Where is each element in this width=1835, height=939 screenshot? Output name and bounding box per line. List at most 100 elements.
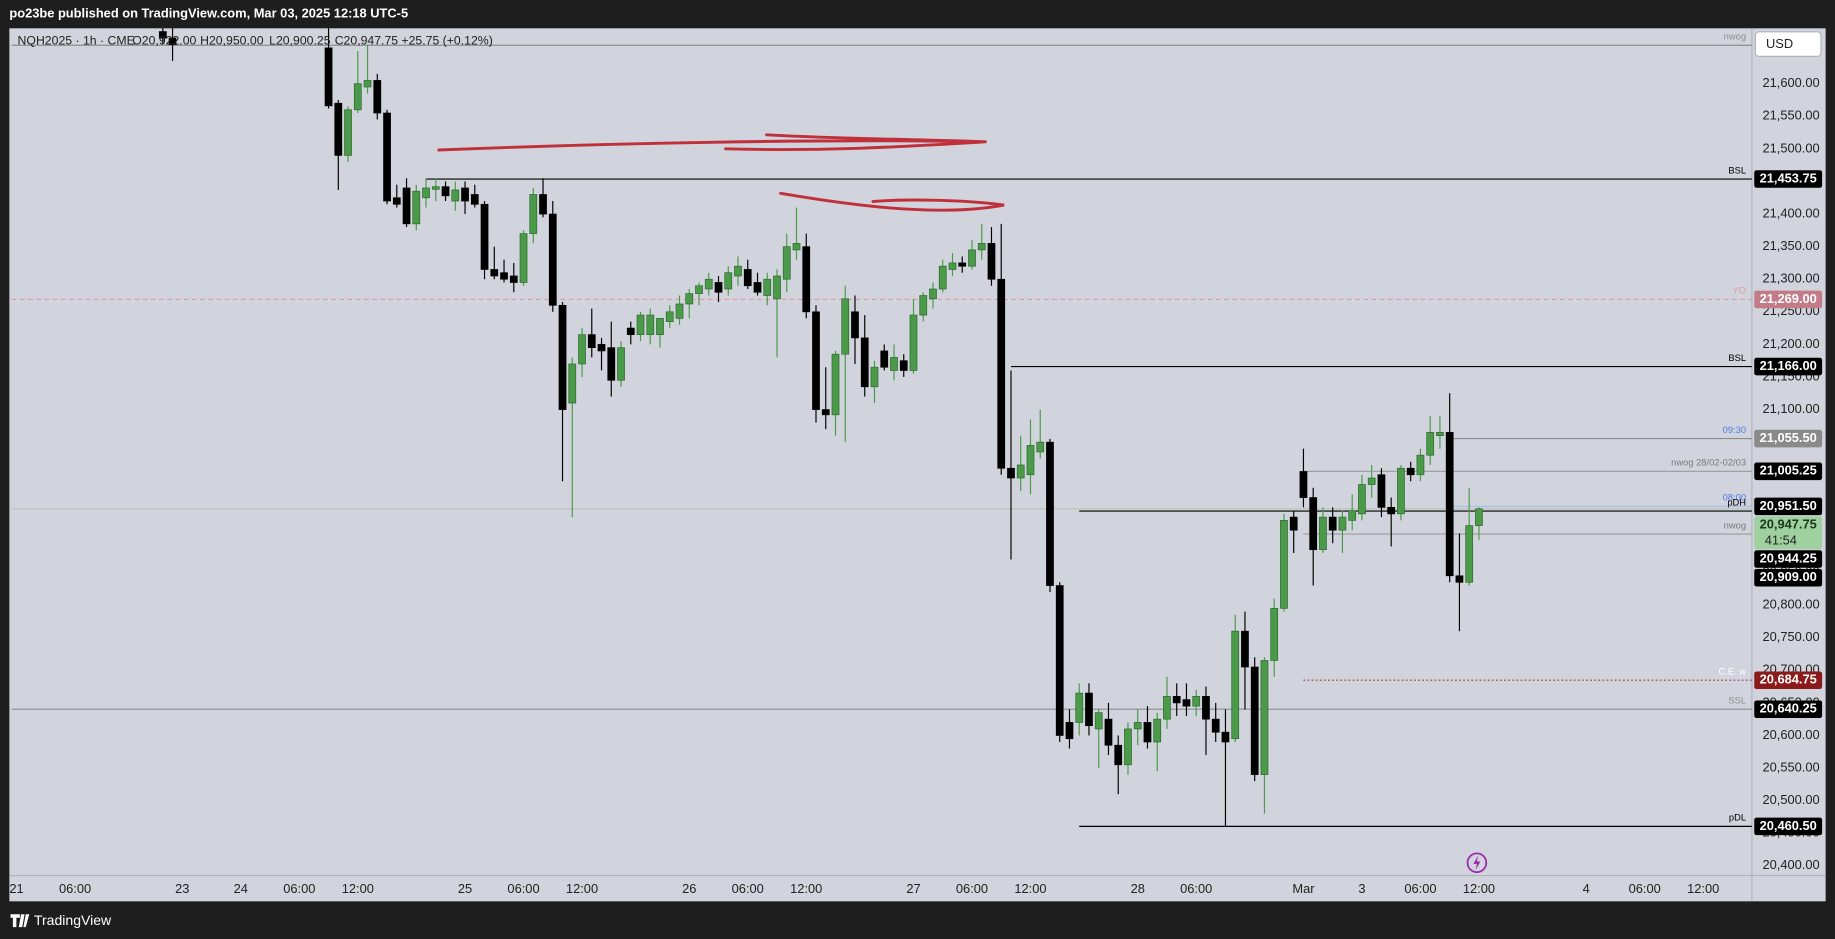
candle-body [802,246,811,313]
candle-body [646,314,655,335]
candle-body [480,203,489,270]
candle-body [1367,477,1376,485]
candle-body [1309,497,1318,551]
candle-body [1104,718,1113,746]
level-name: SSL [1728,696,1746,706]
candle-body [519,233,528,283]
x-tick-label: 27 [906,881,920,896]
symbol: NQH2025 · 1h · CME [18,33,135,47]
publish-header: po23be published on TradingView.com, Mar… [9,6,408,21]
candle-body [324,47,333,107]
candle-body [870,366,879,388]
x-tick-label: 06:00 [1404,881,1436,896]
candle-body [821,409,830,416]
price-badge-label: 20,640.25 [1760,701,1817,716]
candle-body [168,37,177,45]
candle-body [1094,712,1103,730]
x-tick-label: 21 [9,881,23,896]
price-badge [1754,462,1823,481]
candle-body [1289,516,1298,531]
candle-body [773,275,781,300]
candle-body [578,334,586,365]
ohlc-low: L20,900.25 [269,33,331,47]
x-tick-label: 12:00 [566,881,598,896]
candle-body [997,278,1006,469]
ohlc-change: +25.75 (+0.12%) [401,33,492,47]
candle-body [1172,696,1181,704]
chart-background [9,28,1826,902]
price-badge [1754,429,1823,448]
candle-body [1143,722,1152,743]
candle-body [763,278,772,296]
y-tick-label: 20,750.00 [1762,629,1819,644]
candle-body [753,282,762,293]
candle-body [363,80,372,88]
price-badge-label: 20,684.75 [1760,672,1817,687]
candle-body [1416,454,1425,476]
level-name: nwog 28/02-02/03 [1671,458,1746,468]
candle-body [1280,520,1288,609]
candle-body [1075,692,1084,723]
x-tick-label: 06:00 [283,881,315,896]
candle-body [1026,445,1035,476]
candle-body [1436,432,1444,437]
y-tick-label: 21,550.00 [1762,108,1819,123]
candle-body [158,31,167,39]
alert-circle[interactable] [1466,852,1488,873]
x-tick-label: 06:00 [1180,881,1212,896]
candle-body [1211,718,1220,733]
candle-body [929,288,937,300]
x-tick-label: 25 [458,881,472,896]
candle-body [353,83,362,111]
price-badge-label: 20,944.25 [1760,550,1817,565]
candle-body [987,243,996,280]
x-tick-label: 06:00 [956,881,988,896]
y-tick-label: 20,800.00 [1762,597,1819,612]
candle-body [734,265,742,277]
price-badge-label: 20,460.50 [1760,818,1817,833]
price-badge [1754,170,1823,188]
candle-body [1270,608,1279,661]
candle-body [1397,467,1405,515]
candle-body [714,282,723,293]
ohlc-open: O20,922.00 [132,33,196,47]
legend: NQH2025 · 1h · CME O20,922.00 H20,950.00… [18,33,493,47]
candle-body [880,350,889,368]
candle-body [968,249,976,267]
price-badge [1754,568,1823,587]
candle-body [383,112,391,202]
x-tick-label: 12:00 [1014,881,1046,896]
candle-body [539,194,547,215]
brand-name: TradingView [34,912,112,928]
currency-box[interactable] [1754,31,1822,57]
candle-body [422,187,430,199]
drawing [779,191,1005,212]
currency-button[interactable]: USD [1754,31,1822,57]
candle-body [1475,508,1483,526]
candle-body [1260,660,1269,775]
x-tick-label: 06:00 [732,881,764,896]
candle-body [792,243,801,251]
candle-body [1319,516,1327,551]
candle-body [431,186,440,190]
candle-body [470,194,479,205]
candle-body [1085,692,1093,727]
alert-icon[interactable] [1466,852,1488,873]
candle-body [334,102,343,156]
candle-body [1406,467,1415,476]
candle-body [1114,744,1123,766]
candle-body [1055,585,1064,736]
alert-bolt[interactable] [1473,855,1481,870]
candle-body [1007,467,1015,479]
candle-body [899,360,908,371]
candle-body [1182,699,1191,707]
candle-body [1163,696,1171,720]
drawing [437,133,987,152]
x-tick-label: 24 [234,881,248,896]
currency[interactable]: USD [1766,36,1793,51]
price-badge [1754,497,1823,516]
countdown: 41:54 [1765,532,1797,547]
level-name: BSL [1728,353,1746,363]
candle-body [607,347,616,381]
